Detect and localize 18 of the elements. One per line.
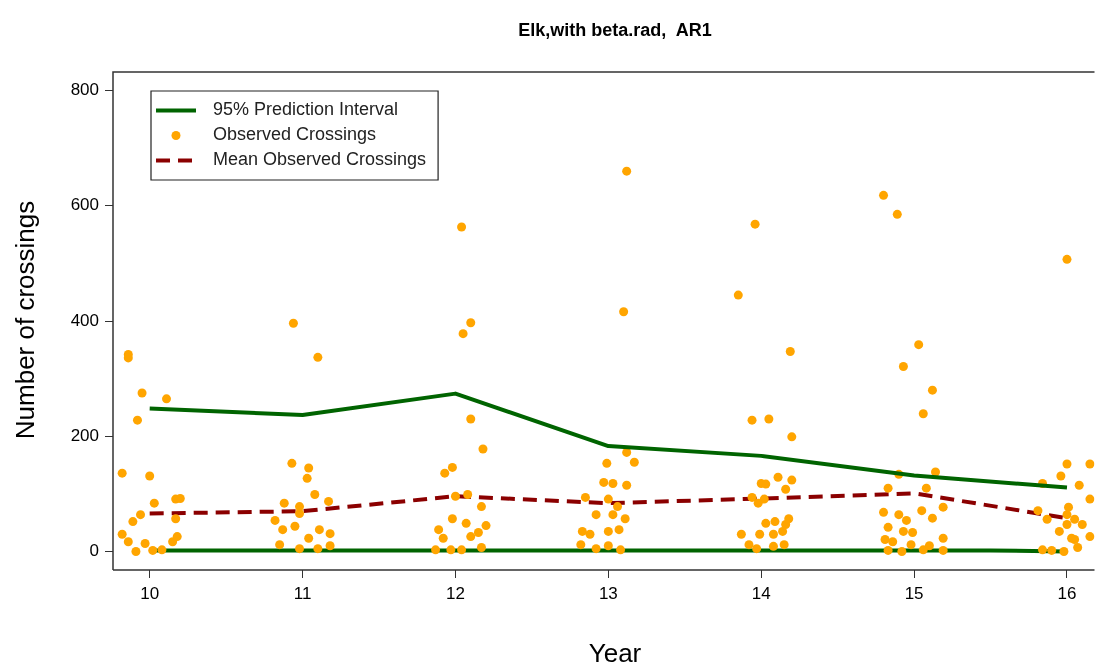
- x-tick-label: 15: [904, 583, 924, 603]
- x-tick-label: 11: [293, 583, 312, 603]
- x-axis-title: Year: [588, 638, 642, 669]
- x-tick-label: 12: [445, 583, 465, 603]
- x-tick-label: 14: [751, 583, 771, 603]
- legend-label: Observed Crossings: [213, 124, 377, 145]
- x-tick-label: 10: [140, 583, 160, 603]
- y-tick-label: 400: [70, 310, 99, 330]
- x-tick-label: 16: [1057, 583, 1077, 603]
- y-tick-label: 0: [89, 541, 99, 561]
- x-tick-label: 13: [598, 583, 618, 603]
- legend-label: Mean Observed Crossings: [213, 149, 427, 170]
- y-tick-label: 800: [70, 80, 99, 100]
- y-axis-title: Number of crossings: [10, 200, 41, 440]
- chart-title: Elk,with beta.rad, AR1: [518, 19, 712, 40]
- y-tick-label: 200: [70, 425, 99, 445]
- legend-label: 95% Prediction Interval: [213, 99, 399, 120]
- y-tick-label: 600: [70, 195, 99, 215]
